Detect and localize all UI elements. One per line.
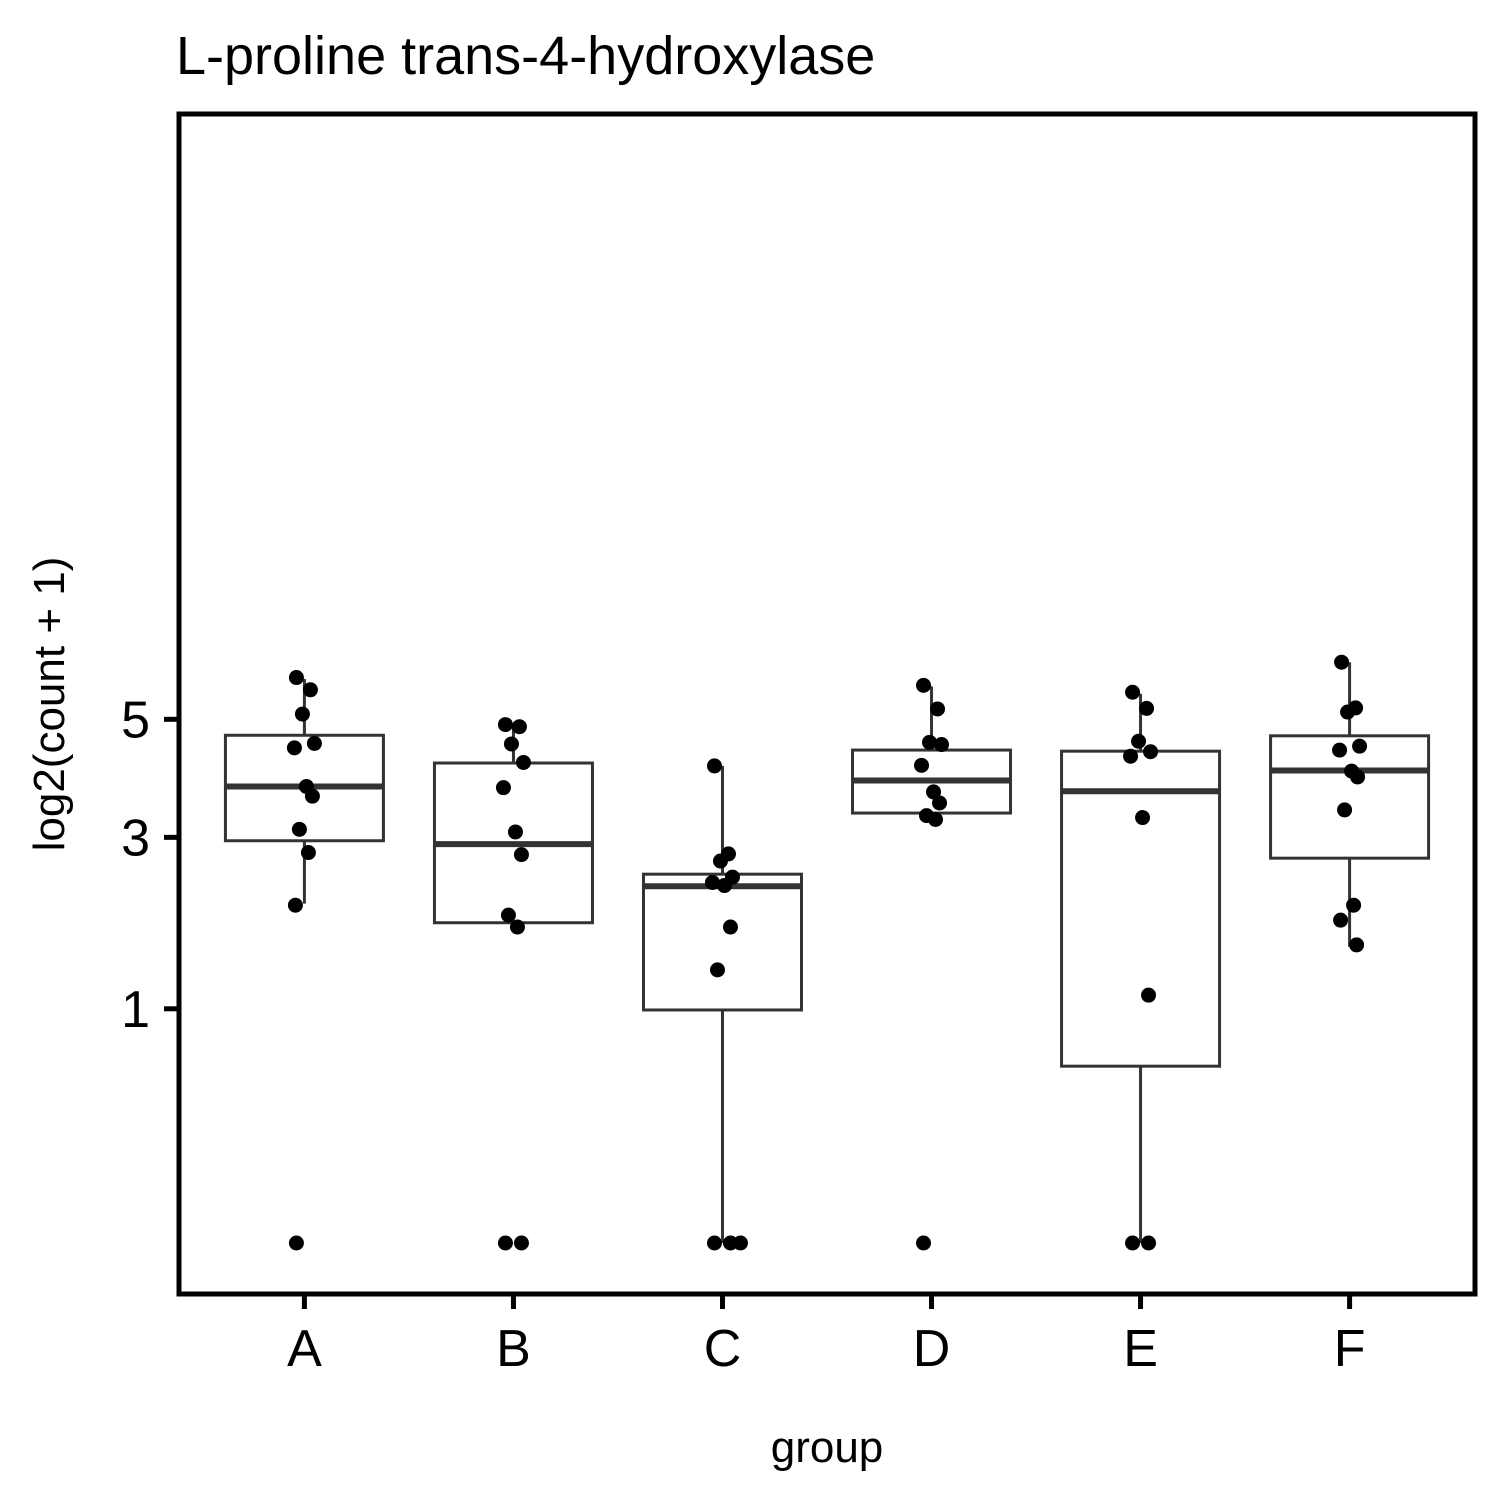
data-point: [287, 897, 303, 913]
x-tick-label: C: [704, 1320, 742, 1378]
data-point: [497, 717, 513, 733]
data-point: [306, 735, 322, 751]
data-point: [1332, 742, 1348, 758]
box-F: [1269, 662, 1431, 947]
x-axis-label: group: [771, 1423, 884, 1472]
data-point: [507, 824, 523, 840]
data-point: [706, 1235, 722, 1251]
data-point: [1141, 1235, 1157, 1251]
data-point: [1139, 700, 1155, 716]
x-tick-label: B: [496, 1320, 531, 1378]
data-point: [503, 736, 519, 752]
data-point: [300, 845, 316, 861]
data-point: [722, 919, 738, 935]
data-point: [1143, 744, 1159, 760]
box-E: [1060, 693, 1222, 1243]
box-C: [641, 765, 803, 1243]
data-point: [1334, 654, 1350, 670]
box-iqr: [1060, 749, 1222, 1068]
box-iqr: [641, 872, 803, 1012]
chart-title: L-proline trans-4-hydroxylase: [176, 26, 875, 86]
plot-area: [223, 654, 1431, 1251]
data-point: [291, 821, 307, 837]
data-point: [513, 1235, 529, 1251]
data-point: [706, 758, 722, 774]
x-tick-label: F: [1334, 1320, 1366, 1378]
data-point: [934, 737, 950, 753]
data-point: [497, 1235, 513, 1251]
data-point: [1349, 937, 1365, 953]
box-iqr: [1269, 734, 1431, 860]
data-point: [1340, 704, 1356, 720]
data-point: [294, 706, 310, 722]
y-axis-label: log2(count + 1): [25, 557, 74, 852]
data-point: [1131, 733, 1147, 749]
plot-panel-border: [176, 111, 1478, 1297]
data-point: [1337, 802, 1353, 818]
data-point: [511, 719, 527, 735]
data-point: [916, 1235, 932, 1251]
data-point: [1141, 987, 1157, 1003]
data-point: [302, 682, 318, 698]
data-point: [709, 962, 725, 978]
data-point: [712, 853, 728, 869]
data-point: [509, 919, 525, 935]
points-A: [286, 670, 322, 1251]
data-point: [930, 701, 946, 717]
points-D: [914, 677, 950, 1251]
x-tick-label: A: [287, 1320, 322, 1378]
data-point: [732, 1235, 748, 1251]
data-point: [716, 878, 732, 894]
x-tick-label: E: [1123, 1320, 1158, 1378]
x-tick-label: D: [913, 1320, 951, 1378]
box-D: [851, 686, 1013, 818]
axes: 1 3 5 A B C D E F: [121, 691, 1365, 1378]
data-point: [1346, 897, 1362, 913]
points-F: [1332, 654, 1368, 953]
data-point: [495, 780, 511, 796]
data-point: [288, 670, 304, 686]
y-tick-label: 3: [121, 809, 150, 867]
points-B: [495, 717, 531, 1251]
data-point: [1352, 738, 1368, 754]
data-point: [914, 757, 930, 773]
points-E: [1123, 684, 1159, 1251]
data-point: [922, 734, 938, 750]
points-C: [704, 758, 748, 1251]
data-point: [515, 754, 531, 770]
data-point: [704, 874, 720, 890]
data-point: [926, 784, 942, 800]
data-point: [932, 795, 948, 811]
data-point: [1123, 748, 1139, 764]
data-point: [500, 907, 516, 923]
data-point: [928, 811, 944, 827]
y-tick-label: 1: [121, 981, 150, 1039]
data-point: [1135, 810, 1151, 826]
data-point: [1333, 912, 1349, 928]
data-point: [916, 677, 932, 693]
data-point: [304, 788, 320, 804]
data-point: [513, 847, 529, 863]
y-tick-label: 5: [121, 691, 150, 749]
data-point: [286, 740, 302, 756]
data-point: [1125, 1235, 1141, 1251]
data-point: [288, 1235, 304, 1251]
data-point: [1350, 769, 1366, 785]
data-point: [1125, 684, 1141, 700]
